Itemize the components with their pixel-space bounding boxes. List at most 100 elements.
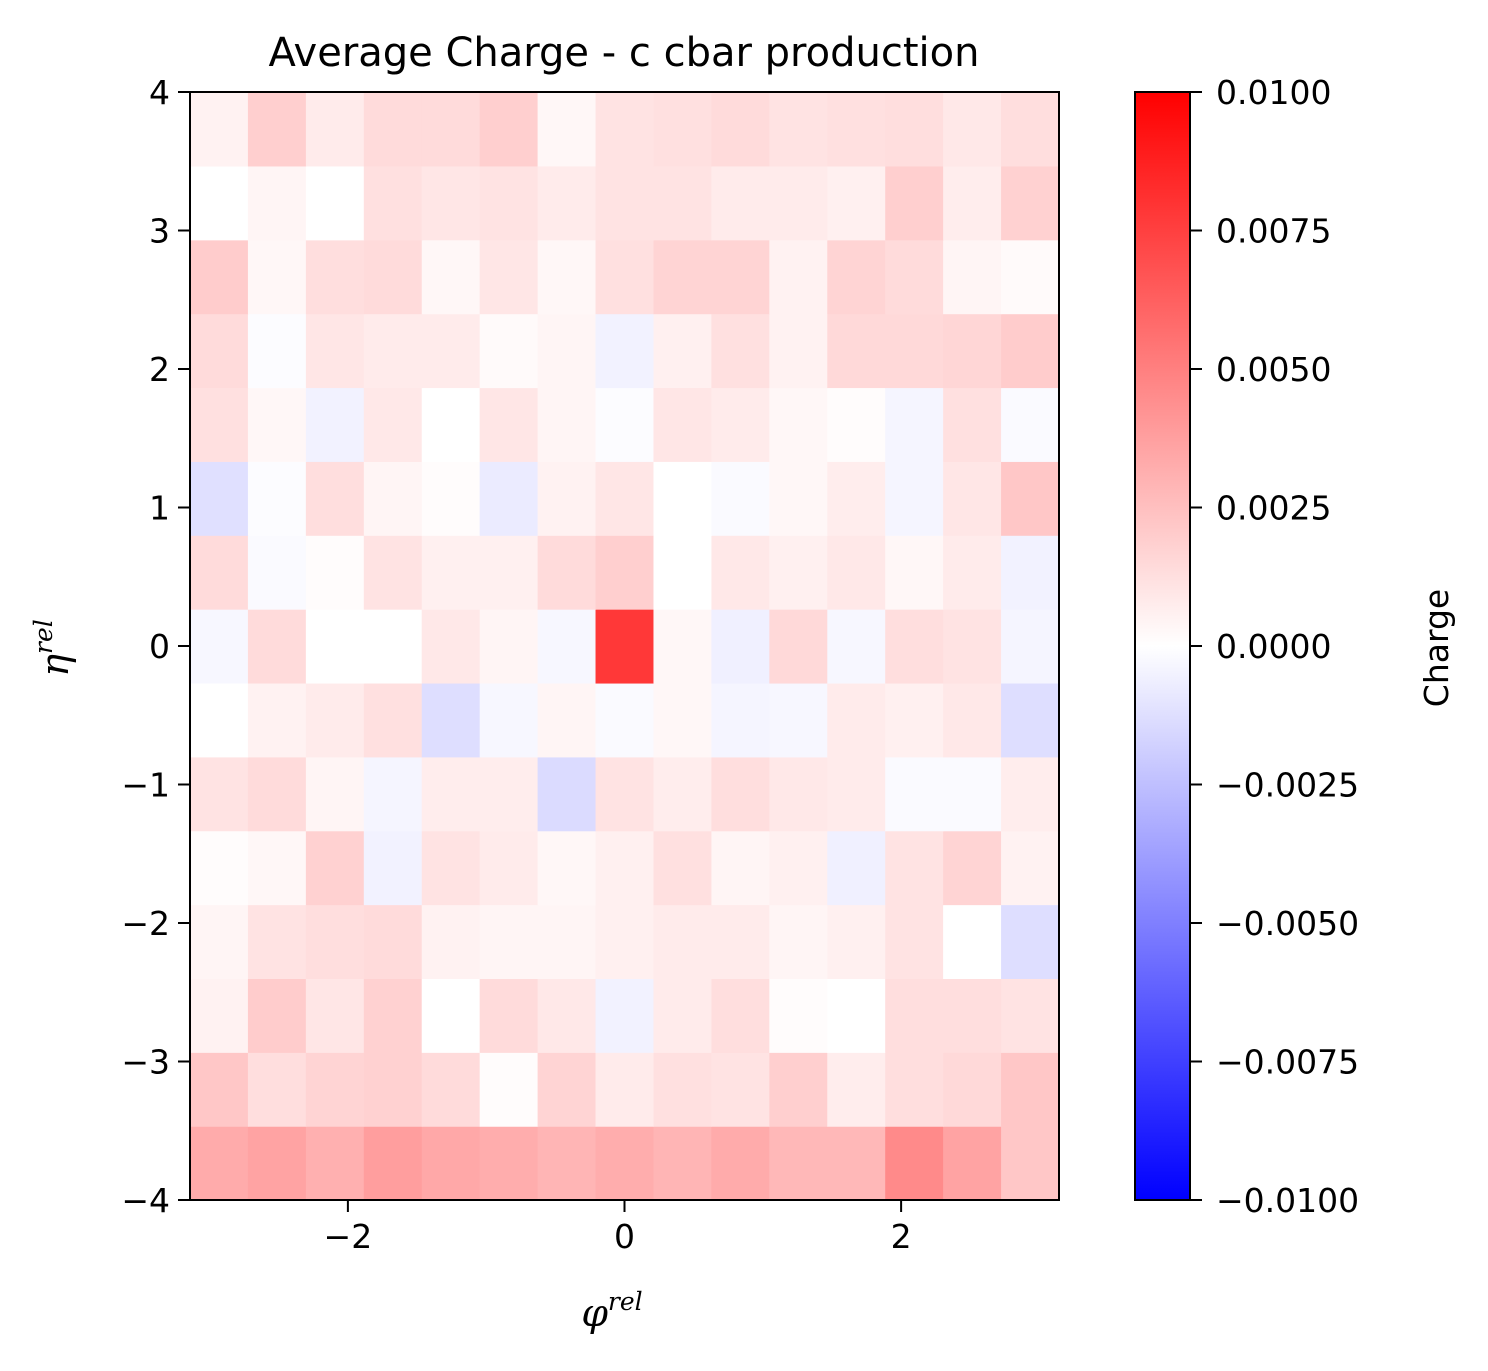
colorbar-tick-label: −0.0075 <box>1216 1043 1359 1082</box>
colorbar-tick-label: 0.0025 <box>1216 489 1331 528</box>
heatmap-cell <box>537 609 597 684</box>
heatmap-cell <box>943 830 1002 906</box>
heatmap-cell <box>827 904 886 979</box>
heatmap-cell <box>479 830 539 906</box>
heatmap-cell <box>653 682 712 758</box>
heatmap-cell <box>363 609 423 684</box>
heatmap-cell <box>769 830 828 906</box>
heatmap-cell <box>885 682 944 758</box>
heatmap-cell <box>711 1052 770 1127</box>
heatmap-cell <box>421 313 481 389</box>
heatmap-cell <box>363 461 423 536</box>
heatmap-cell <box>1001 535 1060 610</box>
heatmap-cell <box>363 313 423 389</box>
heatmap-cell <box>943 1052 1002 1127</box>
heatmap-cell <box>885 461 944 536</box>
y-tick-label: −1 <box>121 766 170 805</box>
heatmap-cell <box>943 461 1002 536</box>
heatmap-cell <box>1001 239 1060 315</box>
colorbar-tick-label: 0.0100 <box>1216 73 1331 112</box>
heatmap-cell <box>363 682 423 758</box>
heatmap-cell <box>537 830 597 906</box>
heatmap-cell <box>653 904 712 979</box>
heatmap-cell <box>247 92 307 167</box>
heatmap-cell <box>943 535 1002 610</box>
heatmap-cell <box>421 1126 481 1201</box>
heatmap-cell <box>885 756 944 832</box>
heatmap-cell <box>479 1126 539 1201</box>
heatmap-cell <box>305 239 365 315</box>
heatmap-cell <box>827 92 886 167</box>
heatmap-cell <box>247 1126 307 1201</box>
heatmap-cell <box>190 387 249 462</box>
heatmap-cell <box>827 461 886 536</box>
heatmap-cell <box>479 682 539 758</box>
heatmap-cell <box>943 1126 1002 1201</box>
heatmap-cell <box>1001 165 1060 241</box>
y-tick-label: 0 <box>149 627 170 666</box>
heatmap-cell <box>1001 1052 1060 1127</box>
heatmap-cell <box>421 1052 481 1127</box>
heatmap-cell <box>1001 978 1060 1053</box>
heatmap-cell <box>1001 313 1060 389</box>
heatmap-cell <box>363 239 423 315</box>
heatmap-cell <box>595 313 655 389</box>
heatmap-cell <box>421 239 481 315</box>
colorbar-tick-label: −0.0025 <box>1216 766 1359 805</box>
heatmap-cell <box>190 313 249 389</box>
heatmap-cell <box>537 535 597 610</box>
heatmap-cell <box>943 756 1002 832</box>
heatmap-cell <box>305 535 365 610</box>
heatmap-cell <box>711 92 770 167</box>
heatmap-cell <box>421 830 481 906</box>
heatmap-cell <box>943 904 1002 979</box>
heatmap-cell <box>885 92 944 167</box>
heatmap-cell <box>421 609 481 684</box>
heatmap-cell <box>421 92 481 167</box>
heatmap-cell <box>653 609 712 684</box>
heatmap-cell <box>305 978 365 1053</box>
heatmap-cell <box>769 1126 828 1201</box>
heatmap-cell <box>827 535 886 610</box>
heatmap-cell <box>769 682 828 758</box>
heatmap-cell <box>769 461 828 536</box>
heatmap-cell <box>363 978 423 1053</box>
heatmap-cell <box>943 165 1002 241</box>
heatmap-cell <box>247 682 307 758</box>
heatmap-cell <box>305 1126 365 1201</box>
heatmap-cell <box>247 461 307 536</box>
y-tick-label: −2 <box>121 904 170 943</box>
heatmap-cell <box>827 313 886 389</box>
heatmap-cell <box>827 756 886 832</box>
heatmap-cell <box>421 165 481 241</box>
heatmap-cell <box>190 904 249 979</box>
heatmap-cell <box>537 682 597 758</box>
heatmap-cell <box>827 387 886 462</box>
heatmap-cell <box>479 978 539 1053</box>
heatmap-cell <box>653 756 712 832</box>
colorbar-tick-label: 0.0000 <box>1216 627 1331 666</box>
heatmap-cell <box>190 609 249 684</box>
heatmap-cell <box>247 830 307 906</box>
heatmap-cell <box>363 92 423 167</box>
heatmap-cell <box>479 535 539 610</box>
heatmap-cell <box>1001 830 1060 906</box>
heatmap-cell <box>827 978 886 1053</box>
heatmap-cell <box>711 461 770 536</box>
heatmap-cell <box>305 313 365 389</box>
heatmap-cell <box>943 978 1002 1053</box>
heatmap-cell <box>190 830 249 906</box>
y-tick-label: 1 <box>149 489 170 528</box>
heatmap-cell <box>711 165 770 241</box>
x-tick-label: 2 <box>891 1217 912 1256</box>
heatmap-cell <box>595 978 655 1053</box>
heatmap-cell <box>653 313 712 389</box>
heatmap-cell <box>653 1126 712 1201</box>
heatmap-cell <box>1001 904 1060 979</box>
heatmap-cell <box>595 461 655 536</box>
heatmap-cell <box>305 92 365 167</box>
colorbar-tick-label: 0.0050 <box>1216 350 1331 389</box>
heatmap-cell <box>943 239 1002 315</box>
heatmap-cell <box>537 461 597 536</box>
heatmap-cell <box>305 165 365 241</box>
